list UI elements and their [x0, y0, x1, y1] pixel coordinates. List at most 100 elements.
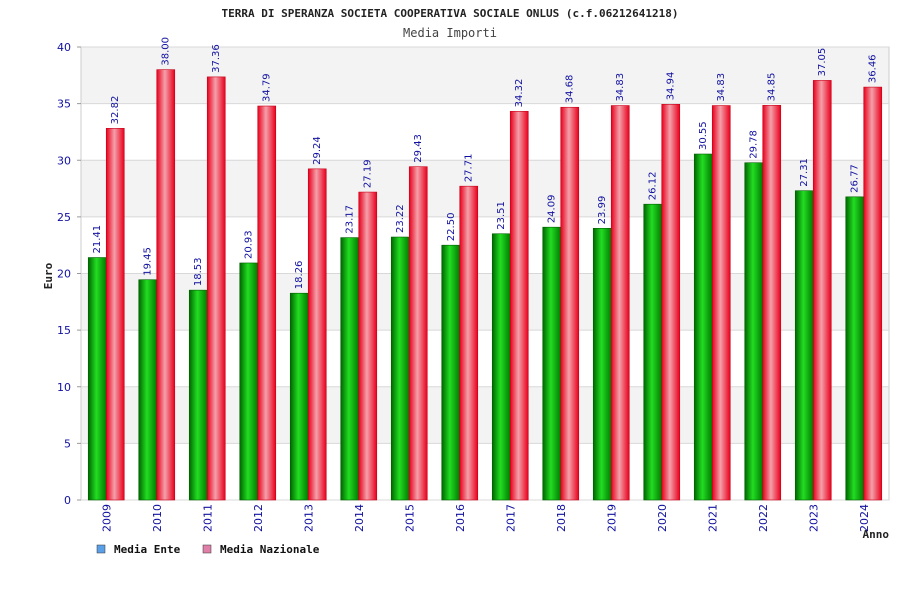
data-label: 34.85	[767, 73, 778, 102]
x-tick-label: 2015	[403, 504, 416, 532]
bar-media-ente-2023	[794, 190, 814, 501]
x-tick-label: 2021	[706, 504, 719, 532]
bar-media-nazionale-2011	[206, 76, 226, 501]
bar-media-ente-2014	[340, 237, 360, 501]
data-label: 37.05	[817, 48, 828, 77]
data-label: 19.45	[143, 247, 154, 276]
x-tick-label: 2018	[555, 504, 568, 532]
bar-media-nazionale-2021	[711, 105, 731, 501]
bar-media-nazionale-2009	[105, 128, 125, 501]
data-label: 18.53	[193, 258, 204, 287]
y-tick-label: 15	[57, 324, 71, 337]
bar-media-ente-2012	[239, 262, 259, 501]
x-tick-label: 2024	[858, 504, 871, 532]
data-label: 24.09	[547, 195, 558, 224]
data-label: 36.46	[868, 54, 879, 83]
x-tick-label: 2010	[151, 504, 164, 532]
bar-media-ente-2009	[87, 257, 107, 501]
value-labels: 21.41 32.82 19.45 38.00 18.53 37.36 20.93 34.79…	[92, 37, 879, 289]
x-axis-label: Anno	[863, 528, 890, 541]
x-tick-label: 2012	[252, 504, 265, 532]
data-label: 34.94	[666, 72, 677, 101]
x-tick-label: 2020	[656, 504, 669, 532]
x-tick-label: 2011	[201, 504, 214, 532]
bar-media-nazionale-2013	[307, 168, 327, 501]
y-tick-label: 40	[57, 41, 71, 54]
data-label: 29.78	[749, 130, 760, 159]
data-label: 34.32	[514, 79, 525, 108]
data-label: 37.36	[211, 44, 222, 73]
bar-media-nazionale-2018	[560, 106, 580, 501]
x-tick-label: 2022	[757, 504, 770, 532]
bar-media-ente-2021	[693, 153, 713, 501]
bar-media-nazionale-2010	[156, 69, 176, 501]
legend-swatch-media-nazionale	[202, 544, 212, 554]
data-label: 32.82	[110, 96, 121, 125]
x-tick-label: 2017	[504, 504, 517, 532]
x-tick-label: 2014	[353, 504, 366, 532]
y-tick-label: 0	[64, 494, 71, 507]
bar-media-nazionale-2023	[812, 80, 832, 501]
bar-media-nazionale-2024	[863, 86, 883, 501]
x-tick-label: 2023	[807, 504, 820, 532]
data-label: 26.12	[648, 172, 659, 201]
y-tick-label: 5	[64, 437, 71, 450]
bar-media-ente-2024	[845, 196, 865, 501]
data-label: 29.24	[312, 136, 323, 165]
data-label: 27.31	[799, 158, 810, 187]
x-tick-label: 2019	[605, 504, 618, 532]
bar-media-nazionale-2019	[610, 105, 630, 501]
x-tick-label: 2016	[454, 504, 467, 532]
chart-subtitle: Media Importi	[403, 26, 497, 40]
y-tick-label: 30	[57, 154, 71, 167]
bar-media-ente-2015	[390, 236, 410, 501]
data-label: 30.55	[698, 121, 709, 150]
y-axis-label: Euro	[42, 262, 55, 289]
data-label: 27.71	[464, 154, 475, 183]
legend-label-media-nazionale: Media Nazionale	[220, 543, 320, 556]
data-label: 34.68	[565, 75, 576, 104]
data-label: 23.51	[496, 201, 507, 230]
data-label: 20.93	[244, 230, 255, 259]
data-label: 21.41	[92, 225, 103, 254]
bar-media-ente-2018	[542, 226, 562, 501]
bar-media-ente-2020	[643, 203, 663, 501]
bar-media-nazionale-2016	[459, 185, 479, 501]
bar-media-ente-2022	[744, 162, 764, 501]
data-label: 27.19	[363, 159, 374, 188]
bar-media-nazionale-2012	[257, 105, 277, 501]
bar-media-nazionale-2014	[358, 191, 378, 501]
legend-swatch-media-ente	[96, 544, 106, 554]
x-axis-ticks: 2009 2010 2011 2012 2013 2014 2015 2016 2017 2018…	[100, 504, 871, 532]
bar-media-ente-2019	[592, 228, 612, 501]
data-label: 23.22	[395, 204, 406, 233]
bar-media-nazionale-2020	[661, 104, 681, 501]
y-tick-label: 35	[57, 98, 71, 111]
bar-media-ente-2017	[491, 233, 511, 501]
legend-label-media-ente: Media Ente	[114, 543, 181, 556]
x-tick-label: 2009	[100, 504, 113, 532]
data-label: 18.26	[294, 261, 305, 290]
bar-media-ente-2010	[138, 279, 158, 501]
chart-title: TERRA DI SPERANZA SOCIETA COOPERATIVA SO…	[222, 7, 679, 20]
data-label: 38.00	[161, 37, 172, 66]
y-tick-label: 25	[57, 211, 71, 224]
legend: Media Ente Media Nazionale	[96, 543, 320, 556]
bar-media-ente-2013	[289, 292, 309, 501]
data-label: 34.83	[615, 73, 626, 102]
data-label: 26.77	[850, 164, 861, 193]
bar-media-ente-2011	[188, 289, 208, 501]
data-label: 22.50	[446, 213, 457, 242]
data-label: 23.17	[345, 205, 356, 234]
data-label: 34.83	[716, 73, 727, 102]
data-label: 34.79	[262, 73, 273, 102]
bar-media-nazionale-2015	[408, 166, 428, 501]
y-tick-label: 10	[57, 381, 71, 394]
data-label: 29.43	[413, 134, 424, 163]
x-tick-label: 2013	[302, 504, 315, 532]
bar-media-nazionale-2022	[762, 105, 782, 501]
y-axis-ticks: 0 5 10 15 20 25 30 35 40	[57, 41, 71, 507]
bars	[87, 69, 883, 501]
y-tick-label: 20	[57, 268, 71, 281]
